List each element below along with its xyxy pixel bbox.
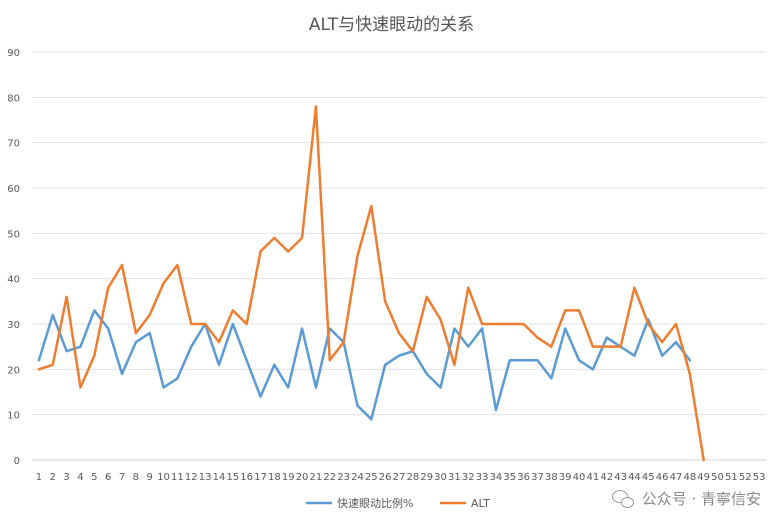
x-tick-label-24: 24 (351, 472, 364, 483)
x-tick-label-10: 10 (157, 472, 170, 483)
y-tick-label-60: 60 (7, 184, 20, 195)
x-tick-label-52: 52 (739, 472, 752, 483)
legend-label-2: ALT (471, 497, 490, 510)
x-tick-label-16: 16 (240, 472, 253, 483)
y-tick-label-0: 0 (14, 456, 20, 467)
y-tick-label-30: 30 (7, 320, 20, 331)
x-tick-label-38: 38 (545, 472, 558, 483)
x-tick-label-8: 8 (133, 472, 139, 483)
x-tick-label-49: 49 (697, 472, 710, 483)
x-tick-label-11: 11 (171, 472, 184, 483)
x-tick-label-26: 26 (379, 472, 392, 483)
x-tick-label-1: 1 (36, 472, 42, 483)
y-tick-label-20: 20 (7, 365, 20, 376)
x-tick-label-31: 31 (448, 472, 461, 483)
x-tick-label-48: 48 (683, 472, 696, 483)
legend-label-1: 快速眼动比例% (337, 496, 413, 510)
x-tick-label-28: 28 (406, 472, 419, 483)
x-tick-label-7: 7 (119, 472, 125, 483)
x-tick-label-6: 6 (105, 472, 111, 483)
x-tick-label-17: 17 (254, 472, 267, 483)
x-tick-label-15: 15 (226, 472, 239, 483)
wechat-icon (611, 489, 634, 508)
watermark-text: 公众号 · 青寧信安 (641, 490, 761, 508)
y-tick-label-90: 90 (7, 48, 20, 59)
x-tick-label-30: 30 (434, 472, 447, 483)
x-tick-label-40: 40 (573, 472, 586, 483)
x-tick-label-39: 39 (559, 472, 572, 483)
x-tick-label-4: 4 (77, 472, 83, 483)
x-tick-label-51: 51 (725, 472, 738, 483)
x-tick-label-18: 18 (268, 472, 281, 483)
x-tick-label-27: 27 (393, 472, 406, 483)
x-tick-label-43: 43 (614, 472, 627, 483)
x-tick-label-25: 25 (365, 472, 378, 483)
x-tick-label-22: 22 (323, 472, 336, 483)
x-tick-label-9: 9 (147, 472, 153, 483)
x-tick-label-3: 3 (63, 472, 69, 483)
x-tick-label-35: 35 (503, 472, 516, 483)
x-tick-label-5: 5 (91, 472, 97, 483)
x-tick-label-36: 36 (517, 472, 530, 483)
series-line-2 (37, 105, 705, 462)
y-tick-label-70: 70 (7, 139, 20, 150)
x-tick-label-20: 20 (296, 472, 309, 483)
x-tick-label-41: 41 (587, 472, 600, 483)
x-tick-label-42: 42 (600, 472, 613, 483)
chart-title: ALT与快速眼动的关系 (308, 15, 475, 35)
x-tick-label-34: 34 (490, 472, 503, 483)
x-tick-label-46: 46 (656, 472, 669, 483)
x-tick-label-32: 32 (462, 472, 475, 483)
x-tick-label-37: 37 (531, 472, 544, 483)
x-tick-label-19: 19 (282, 472, 295, 483)
x-tick-label-29: 29 (420, 472, 433, 483)
x-tick-label-50: 50 (711, 472, 724, 483)
series-line-1 (37, 309, 692, 421)
x-tick-label-14: 14 (213, 472, 226, 483)
x-tick-label-13: 13 (199, 472, 212, 483)
x-tick-label-21: 21 (310, 472, 323, 483)
x-tick-label-23: 23 (337, 472, 350, 483)
y-tick-label-80: 80 (7, 93, 20, 104)
watermark: 公众号 · 青寧信安 (611, 488, 761, 509)
x-tick-label-45: 45 (642, 472, 655, 483)
y-tick-label-40: 40 (7, 275, 20, 286)
x-tick-label-12: 12 (185, 472, 198, 483)
x-tick-label-2: 2 (50, 472, 56, 483)
x-tick-label-47: 47 (670, 472, 683, 483)
x-tick-label-53: 53 (753, 472, 766, 483)
x-tick-label-44: 44 (628, 472, 641, 483)
y-tick-label-10: 10 (7, 411, 20, 422)
x-tick-label-33: 33 (476, 472, 489, 483)
y-tick-label-50: 50 (7, 229, 20, 240)
